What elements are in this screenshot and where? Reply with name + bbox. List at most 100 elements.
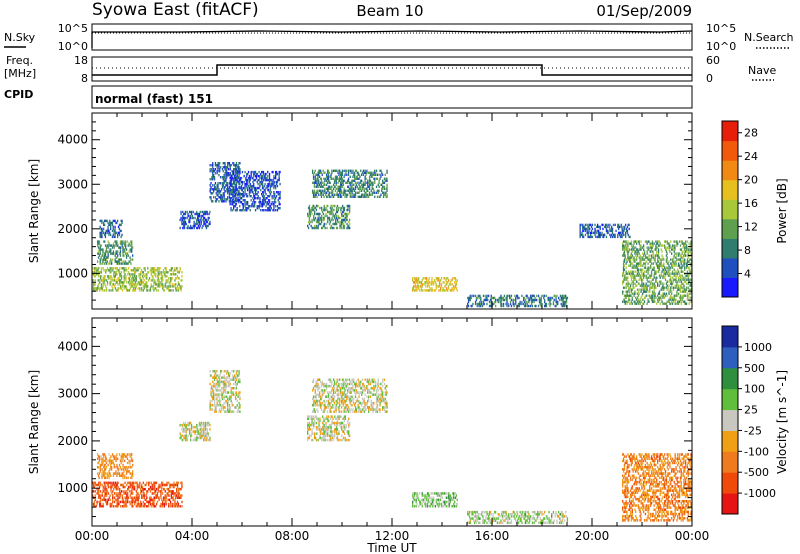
rti-cell [528, 304, 530, 308]
rti-cell [343, 208, 346, 212]
rti-cell [101, 221, 103, 225]
rti-cell [333, 169, 335, 172]
rti-cell [103, 474, 105, 477]
rti-cell [109, 457, 111, 460]
rti-cell [177, 277, 180, 280]
rti-cell [119, 242, 122, 245]
rti-cell [194, 224, 196, 228]
rti-cell [653, 258, 655, 261]
rti-cell [248, 176, 251, 180]
rti-cell [685, 280, 687, 283]
rti-cell [643, 262, 645, 265]
rti-cell [141, 279, 143, 282]
rti-cell [127, 466, 129, 469]
rti-cell [354, 195, 357, 198]
rti-cell [354, 189, 356, 192]
rti-cell [105, 246, 108, 249]
rti-cell [107, 240, 109, 243]
rti-cell [125, 256, 128, 259]
rti-cell [117, 269, 119, 272]
rti-cell [143, 287, 145, 290]
rti-cell [648, 240, 650, 243]
rti-cell [106, 275, 109, 278]
rti-cell [101, 254, 103, 257]
rti-cell [256, 193, 258, 196]
rti-cell [663, 292, 665, 295]
rti-cell [343, 212, 346, 216]
rti-cell [125, 285, 127, 288]
rti-cell [209, 196, 211, 199]
rti-cell [128, 453, 130, 456]
rti-cell [216, 190, 218, 193]
rti-cell [151, 485, 153, 489]
rti-cell [433, 279, 436, 282]
rti-cell [236, 174, 238, 178]
rti-cell [656, 302, 658, 305]
rti-cell [266, 184, 268, 188]
rti-cell [216, 198, 218, 201]
rti-cell [154, 485, 156, 489]
rti-cell [234, 166, 237, 169]
rti-cell [641, 256, 643, 259]
rti-cell [430, 289, 432, 292]
rti-cell [684, 242, 686, 245]
rti-cell [563, 296, 565, 300]
rti-cell [107, 246, 109, 249]
rti-cell [649, 242, 651, 245]
rti-cell [279, 170, 281, 174]
rti-cell [423, 277, 425, 280]
rti-cell [565, 302, 567, 306]
rti-cell [483, 302, 485, 306]
rti-cell [559, 294, 562, 298]
rti-cell [687, 260, 689, 263]
rti-cell [368, 171, 370, 174]
rti-cell [338, 216, 340, 220]
rti-cell [328, 210, 331, 214]
rti-cell [103, 231, 105, 235]
rti-cell [349, 218, 351, 222]
rti-cell [104, 262, 106, 265]
rti-cell [107, 225, 109, 229]
rti-cell [219, 192, 221, 195]
rti-cell [102, 277, 104, 280]
rti-cell [153, 281, 155, 284]
rti-cell [582, 225, 584, 229]
rti-cell [105, 256, 108, 259]
rti-cell [106, 229, 108, 233]
rti-cell [212, 184, 214, 187]
rti-cell [687, 276, 689, 279]
rti-cell [125, 262, 128, 265]
rti-cell [122, 250, 124, 253]
rti-cell [654, 256, 656, 259]
rti-cell [118, 246, 121, 249]
rti-cell [431, 279, 433, 282]
rti-cell [114, 225, 116, 229]
rti-cell [662, 302, 664, 305]
rti-cell [127, 254, 129, 257]
rti-cell [148, 481, 150, 485]
rti-cell [95, 289, 97, 292]
rti-cell [111, 453, 114, 456]
rti-cell [636, 254, 639, 257]
rti-cell [129, 502, 131, 506]
rti-cell [317, 173, 319, 176]
rti-cell [337, 195, 339, 198]
rti-cell [354, 193, 357, 196]
rti-cell [655, 240, 657, 243]
rti-cell [132, 459, 134, 463]
rti-cell [640, 246, 642, 249]
rti-cell [213, 168, 215, 171]
rti-cell [629, 292, 631, 295]
rti-cell [105, 487, 107, 491]
rti-cell [137, 287, 139, 290]
rti-cell [243, 174, 245, 178]
rti-cell [485, 298, 487, 302]
rti-cell [157, 490, 159, 493]
rti-cell [105, 229, 107, 233]
rti-cell [348, 212, 350, 216]
rti-cell [654, 272, 656, 275]
rti-cell [125, 277, 127, 280]
rti-cell [328, 216, 331, 220]
rti-cell [112, 459, 115, 463]
rti-cell [317, 218, 319, 222]
